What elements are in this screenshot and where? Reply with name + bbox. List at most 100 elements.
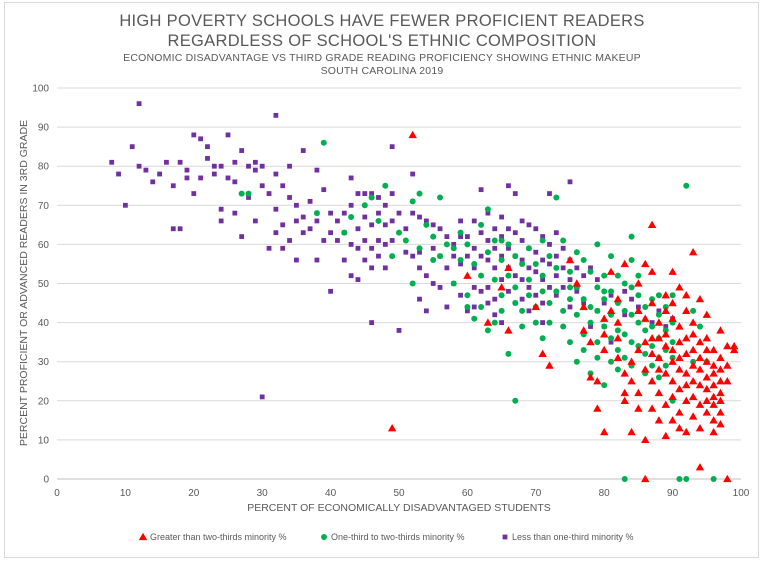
data-point [668, 377, 677, 385]
data-point [307, 198, 313, 204]
data-point [654, 416, 664, 424]
data-point [348, 273, 354, 279]
data-point [533, 292, 539, 298]
data-point [709, 369, 718, 377]
data-point [606, 306, 616, 315]
data-point [647, 334, 657, 342]
data-point [266, 245, 272, 251]
data-point [620, 369, 629, 377]
data-point [471, 260, 478, 267]
data-point [635, 272, 642, 279]
legend: Greater than two-thirds minority % One-th… [138, 532, 634, 542]
data-point [109, 159, 115, 165]
data-point [586, 337, 595, 346]
data-point [485, 300, 491, 306]
data-point [519, 218, 525, 224]
data-point [675, 408, 684, 416]
data-point [505, 241, 512, 248]
data-point [409, 280, 416, 287]
data-point [232, 179, 238, 185]
data-point [294, 218, 299, 224]
data-point [540, 234, 546, 239]
data-point [232, 159, 238, 165]
data-point [225, 175, 231, 181]
data-point [620, 388, 629, 397]
data-point [211, 163, 217, 169]
data-point [545, 361, 554, 369]
data-point [579, 326, 588, 334]
data-point [430, 245, 436, 251]
data-point [403, 249, 409, 255]
x-tick-label: 80 [599, 488, 611, 499]
data-point [641, 314, 650, 322]
data-point [252, 218, 258, 224]
data-point [417, 214, 422, 220]
x-tick-label: 100 [733, 488, 750, 499]
y-tick-label: 80 [38, 162, 50, 173]
data-point [369, 191, 375, 196]
data-point [695, 463, 705, 471]
data-point [533, 269, 539, 275]
data-point [695, 353, 705, 361]
data-point [485, 285, 491, 290]
y-tick-label: 0 [43, 475, 49, 486]
data-point [628, 339, 635, 346]
data-point [423, 308, 429, 314]
data-point [164, 159, 169, 165]
data-point [656, 308, 662, 314]
data-point [437, 194, 444, 201]
data-point [654, 365, 664, 373]
data-point [661, 291, 670, 299]
data-point [627, 357, 636, 365]
x-axis-title: PERCENT OF ECONOMICALLY DISADVANTAGED ST… [247, 502, 551, 514]
data-point [661, 431, 670, 440]
data-point [621, 331, 628, 338]
data-point [499, 234, 504, 239]
data-point [649, 343, 656, 350]
data-point [525, 292, 532, 299]
data-point [622, 288, 628, 294]
data-point [532, 319, 539, 326]
legend-label: Less than one-third minority % [512, 532, 634, 542]
x-tick-label: 50 [393, 488, 405, 499]
data-point [382, 182, 389, 189]
data-point [729, 341, 739, 350]
data-point [382, 242, 388, 247]
data-point [458, 218, 463, 224]
y-axis-title: PERCENT PROFICIENT OR ADVANCED READERS I… [18, 120, 30, 446]
data-point [410, 210, 416, 216]
data-point [669, 339, 676, 346]
data-point [320, 139, 327, 146]
data-point [654, 334, 664, 342]
data-point [661, 306, 670, 315]
data-point [593, 377, 602, 385]
data-point [506, 183, 511, 189]
data-point [504, 263, 513, 272]
data-point [444, 234, 450, 239]
data-point [688, 248, 698, 256]
data-point [695, 294, 705, 303]
y-tick-label: 70 [38, 201, 50, 212]
data-point [682, 369, 691, 377]
data-point [540, 257, 546, 263]
data-point [335, 218, 340, 224]
data-point [491, 237, 498, 244]
data-point [335, 238, 340, 243]
data-point [621, 476, 628, 482]
data-point [348, 175, 354, 181]
data-point [499, 277, 504, 282]
data-point [661, 400, 670, 408]
data-point [519, 238, 525, 243]
y-tick-label: 40 [38, 318, 50, 329]
data-point [519, 296, 525, 302]
data-point [716, 365, 725, 373]
data-point [601, 296, 608, 303]
data-point [437, 253, 444, 260]
data-point [321, 238, 327, 243]
y-tick-label: 60 [38, 240, 50, 251]
data-point [506, 288, 511, 294]
data-point [675, 283, 684, 291]
data-point [641, 474, 650, 483]
data-point [601, 323, 608, 330]
data-point [661, 369, 670, 377]
